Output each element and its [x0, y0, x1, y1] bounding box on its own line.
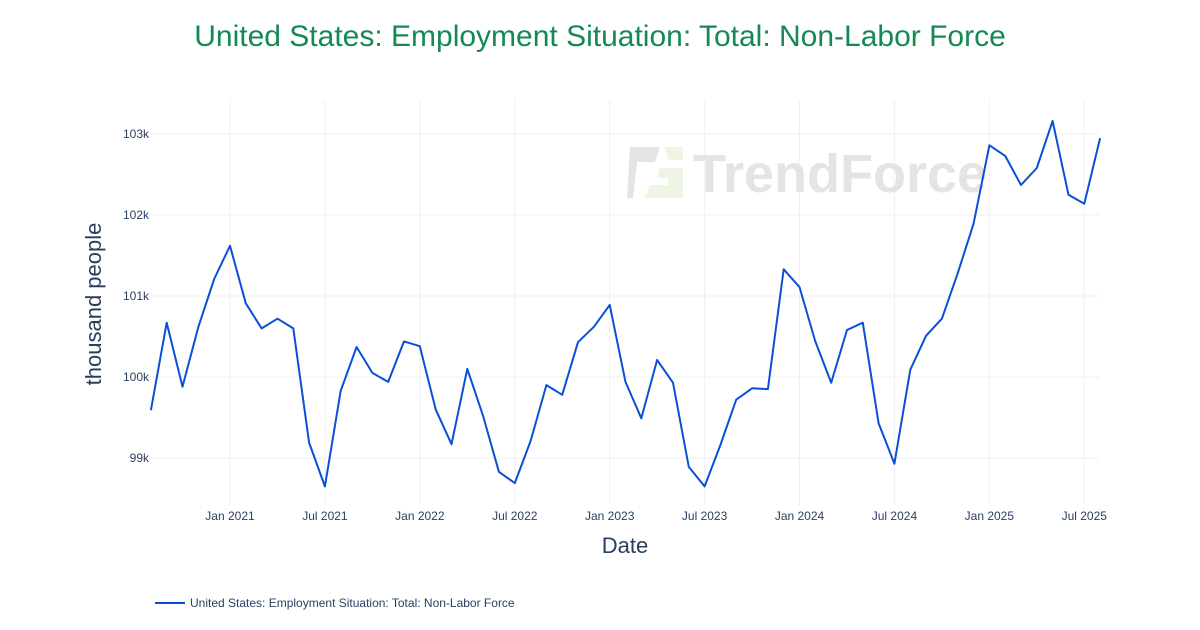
chart-title: United States: Employment Situation: Tot…: [194, 20, 1006, 53]
data-point[interactable]: [433, 406, 439, 412]
x-tick-label: Jul 2022: [492, 509, 538, 523]
data-point[interactable]: [797, 284, 803, 290]
data-point[interactable]: [227, 243, 233, 249]
data-point[interactable]: [1097, 135, 1103, 141]
watermark-logo-right: [645, 147, 683, 198]
x-tick-label: Jan 2021: [205, 509, 255, 523]
data-point[interactable]: [686, 464, 692, 470]
data-point[interactable]: [1018, 182, 1024, 188]
y-tick-label: 99k: [130, 451, 150, 465]
data-point[interactable]: [274, 316, 280, 322]
x-axis-ticks: Jan 2021 Jul 2021 Jan 2022 Jul 2022 Jan 2023…: [205, 509, 1107, 523]
data-point[interactable]: [986, 142, 992, 148]
x-tick-label: Jan 2023: [585, 509, 635, 523]
data-point[interactable]: [290, 325, 296, 331]
y-tick-label: 100k: [123, 370, 150, 384]
trendforce-watermark: TrendForce: [627, 144, 987, 204]
data-point[interactable]: [354, 344, 360, 350]
data-point[interactable]: [195, 324, 201, 330]
watermark-text: TrendForce: [693, 144, 987, 204]
data-point[interactable]: [306, 440, 312, 446]
data-point[interactable]: [717, 442, 723, 448]
data-point[interactable]: [464, 366, 470, 372]
data-point[interactable]: [828, 380, 834, 386]
data-point[interactable]: [907, 367, 913, 373]
x-tick-label: Jan 2025: [965, 509, 1015, 523]
data-point[interactable]: [180, 384, 186, 390]
data-point[interactable]: [860, 320, 866, 326]
data-point[interactable]: [670, 380, 676, 386]
x-tick-label: Jan 2024: [775, 509, 825, 523]
data-point[interactable]: [654, 357, 660, 363]
data-point[interactable]: [211, 276, 217, 282]
data-point[interactable]: [1034, 165, 1040, 171]
y-axis-ticks: 99k 100k 101k 102k 103k: [123, 127, 150, 465]
legend-label: United States: Employment Situation: Tot…: [190, 596, 515, 610]
data-point[interactable]: [322, 483, 328, 489]
data-point[interactable]: [623, 379, 629, 385]
data-point[interactable]: [638, 415, 644, 421]
data-point[interactable]: [1065, 192, 1071, 198]
data-point[interactable]: [1002, 153, 1008, 159]
data-point[interactable]: [575, 339, 581, 345]
data-point[interactable]: [923, 333, 929, 339]
data-point[interactable]: [528, 438, 534, 444]
y-axis-title: thousand people: [81, 223, 106, 386]
data-point[interactable]: [781, 266, 787, 272]
y-tick-label: 102k: [123, 208, 150, 222]
data-point[interactable]: [385, 379, 391, 385]
data-point[interactable]: [607, 302, 613, 308]
legend[interactable]: United States: Employment Situation: Tot…: [155, 596, 515, 610]
x-tick-label: Jul 2025: [1062, 509, 1108, 523]
data-point[interactable]: [480, 413, 486, 419]
watermark-logo-left: [627, 147, 660, 198]
data-point[interactable]: [1050, 118, 1056, 124]
x-tick-label: Jan 2022: [395, 509, 445, 523]
data-point[interactable]: [955, 270, 961, 276]
data-point[interactable]: [702, 483, 708, 489]
data-point[interactable]: [369, 370, 375, 376]
series-line: [149, 120, 1102, 488]
legend-swatch: [155, 602, 185, 604]
data-point[interactable]: [891, 461, 897, 467]
data-point[interactable]: [971, 221, 977, 227]
data-point[interactable]: [148, 407, 154, 413]
data-point[interactable]: [338, 388, 344, 394]
data-point[interactable]: [496, 469, 502, 475]
data-point[interactable]: [259, 325, 265, 331]
x-tick-label: Jul 2021: [302, 509, 348, 523]
data-point[interactable]: [765, 386, 771, 392]
data-point[interactable]: [939, 316, 945, 322]
data-point[interactable]: [401, 338, 407, 344]
data-point[interactable]: [844, 327, 850, 333]
data-point[interactable]: [543, 382, 549, 388]
x-tick-label: Jul 2024: [872, 509, 918, 523]
data-point[interactable]: [164, 320, 170, 326]
y-tick-label: 101k: [123, 289, 150, 303]
data-point[interactable]: [876, 420, 882, 426]
data-point[interactable]: [448, 441, 454, 447]
data-point[interactable]: [591, 324, 597, 330]
data-point[interactable]: [812, 338, 818, 344]
data-point[interactable]: [749, 385, 755, 391]
data-point[interactable]: [512, 480, 518, 486]
data-point[interactable]: [243, 300, 249, 306]
data-point[interactable]: [559, 392, 565, 398]
y-tick-label: 103k: [123, 127, 150, 141]
x-tick-label: Jul 2023: [682, 509, 728, 523]
data-point[interactable]: [1081, 201, 1087, 207]
x-axis-title: Date: [602, 533, 648, 558]
data-point[interactable]: [733, 397, 739, 403]
data-point[interactable]: [417, 343, 423, 349]
